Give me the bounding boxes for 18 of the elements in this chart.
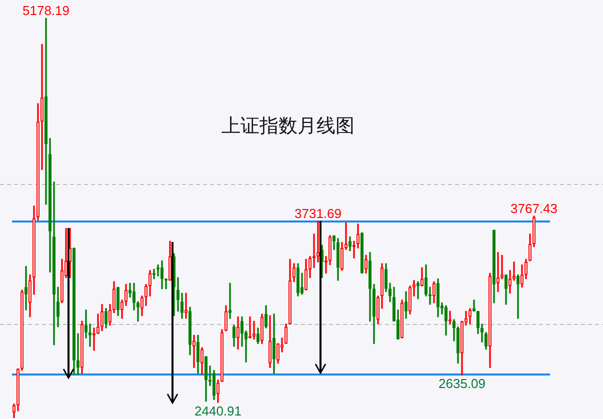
- annotation: 5178.19: [22, 3, 70, 18]
- candlestick: [184, 292, 188, 319]
- candlestick: [192, 334, 196, 368]
- candlestick: [416, 281, 420, 300]
- candlestick: [496, 252, 500, 292]
- annotation: 2635.09: [438, 376, 486, 392]
- candlestick: [156, 264, 160, 276]
- candlestick: [252, 320, 256, 340]
- annotation: 3767.43: [510, 201, 558, 216]
- candlestick: [448, 310, 452, 324]
- candlestick: [516, 274, 520, 319]
- candlestick: [228, 282, 232, 319]
- annotation: 2440.91: [194, 403, 242, 418]
- candlestick: [248, 316, 252, 338]
- text: 上证指数月线图: [222, 114, 354, 137]
- annotation: 3731.69: [294, 206, 342, 222]
- candlestick: [152, 268, 156, 280]
- candlestick: [24, 266, 28, 310]
